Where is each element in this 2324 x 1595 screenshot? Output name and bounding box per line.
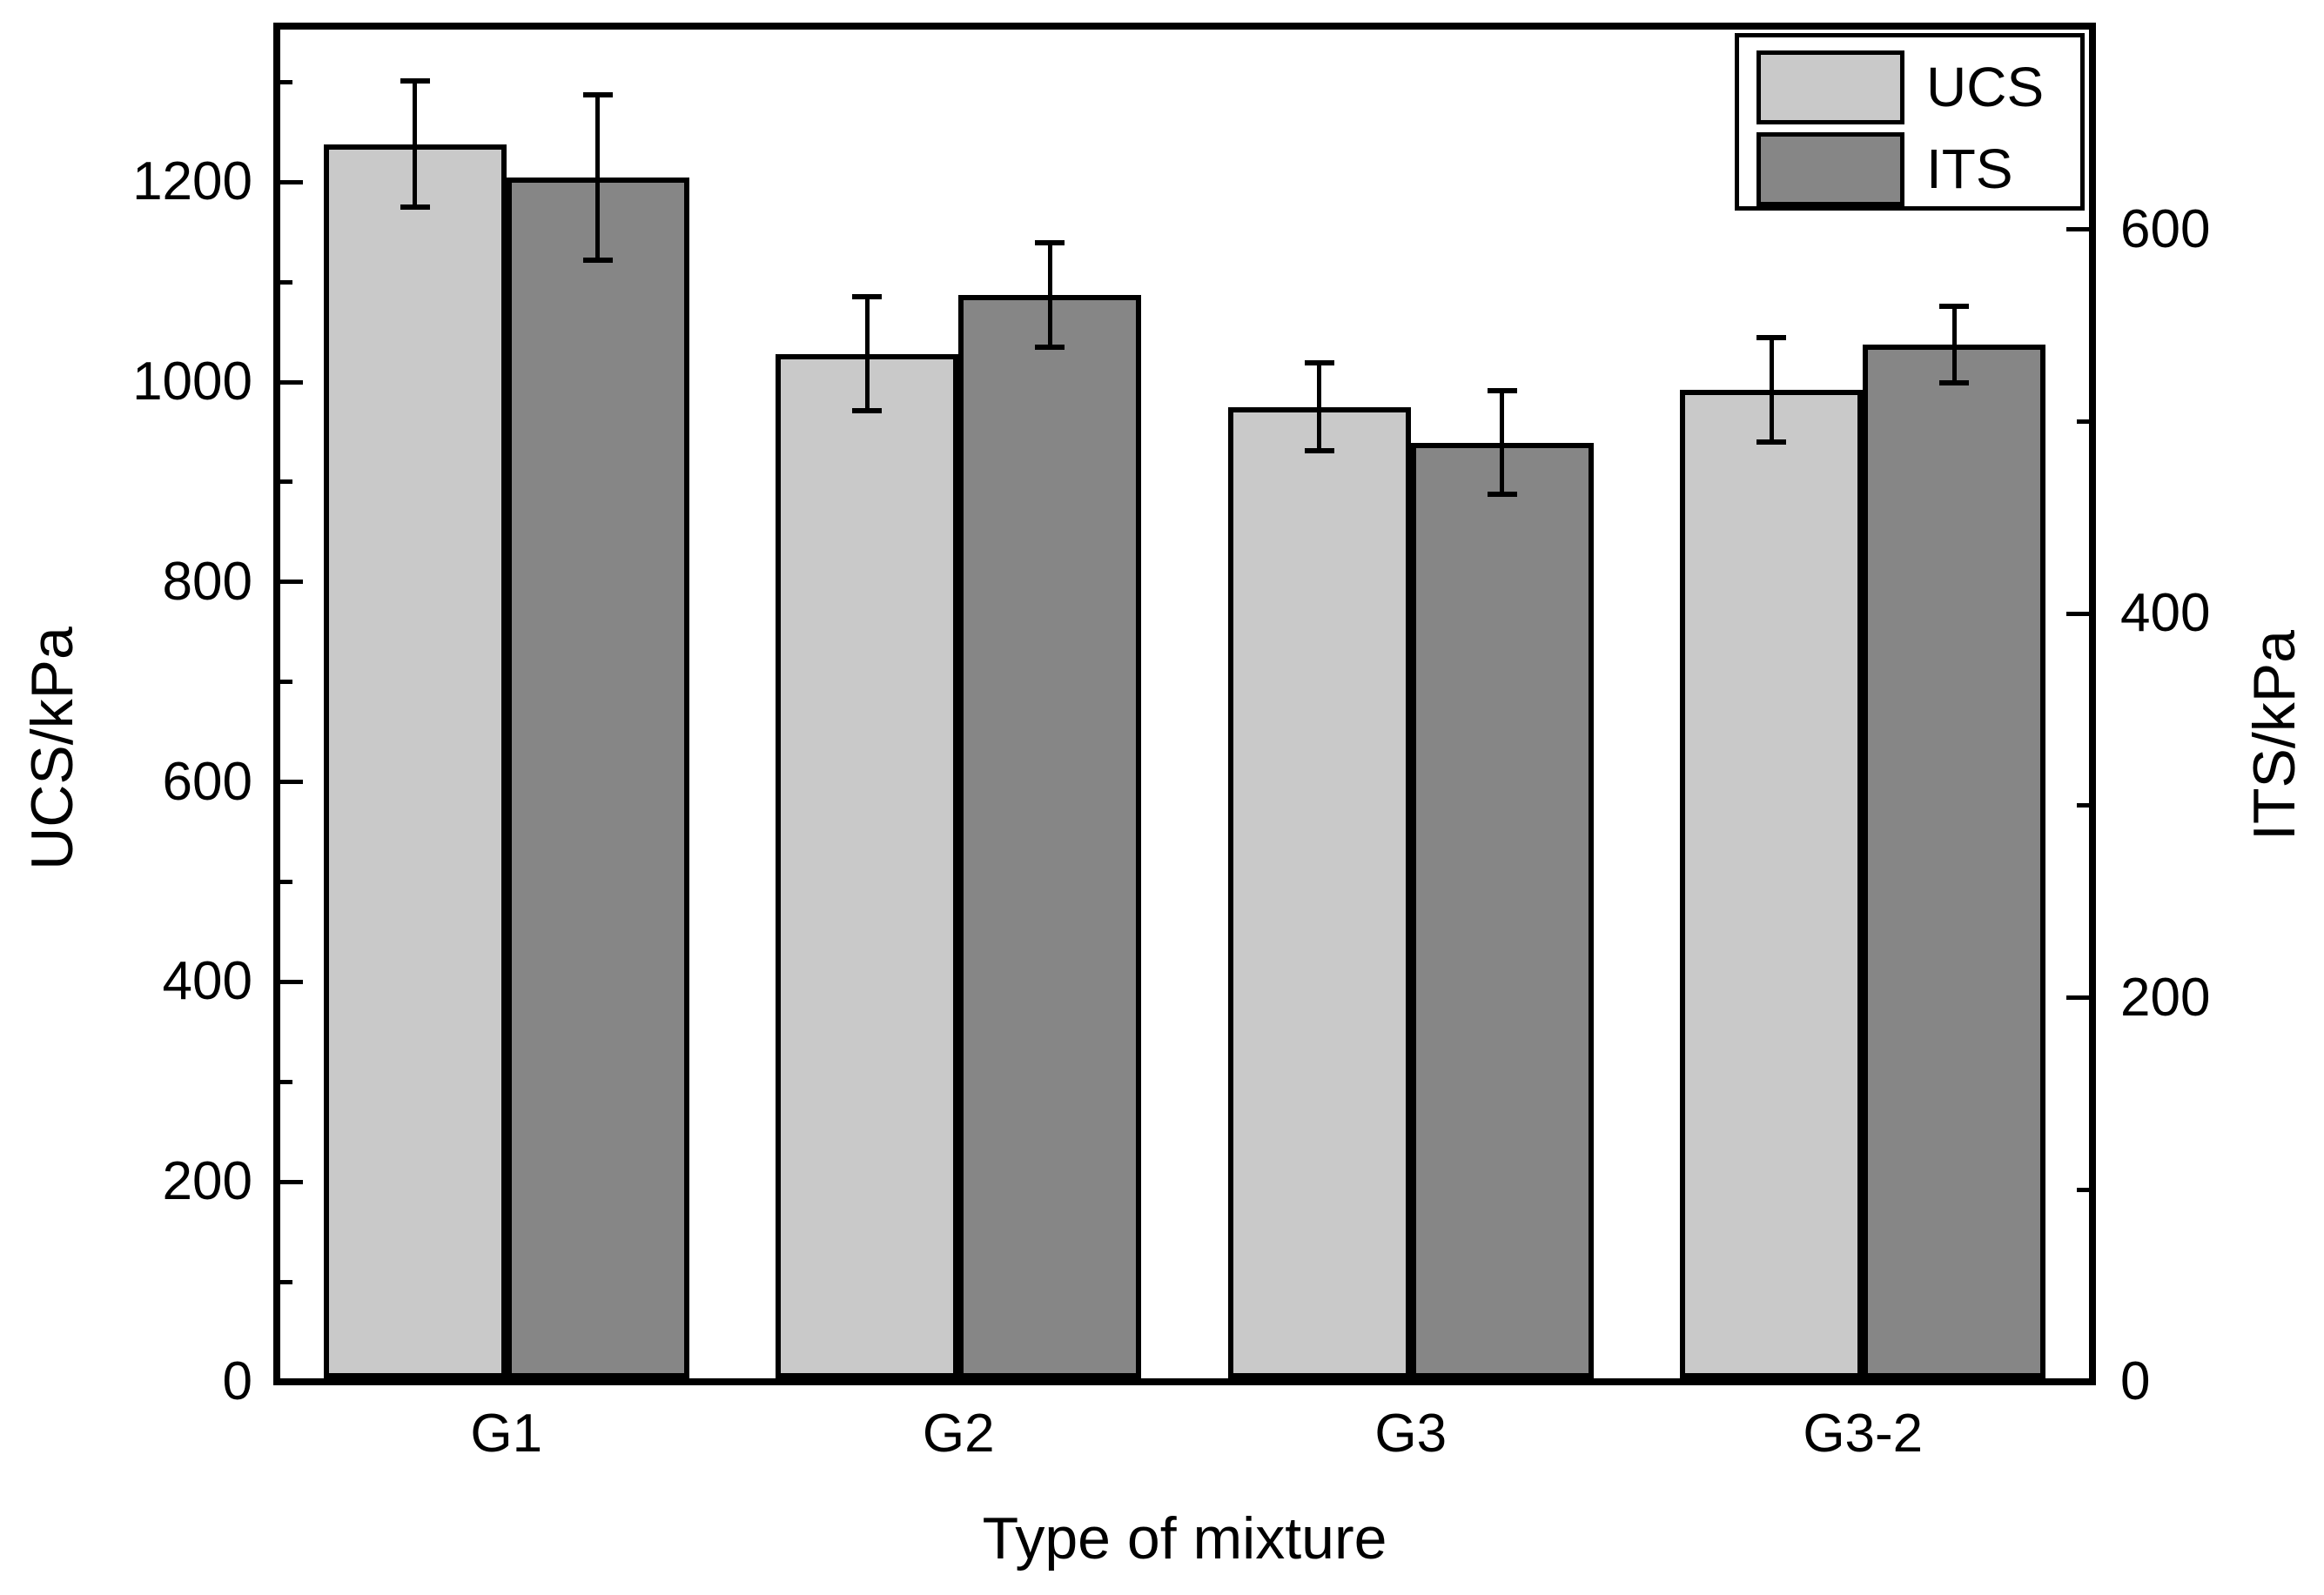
x-tick-label: G1 [470,1404,543,1464]
error-bar-cap-bottom [1304,448,1334,454]
error-bar-line [1317,363,1322,452]
x-tick-label: G2 [922,1404,995,1464]
error-bar-cap-top [1304,360,1334,366]
y-right-minor-tick [2077,1187,2089,1192]
y-right-major-tick [2066,1379,2089,1384]
y-left-major-tick [280,179,303,184]
y-right-minor-tick [2077,803,2089,808]
y-left-minor-tick [280,279,292,285]
y-axis-title-left: UCS/kPa [19,627,85,870]
x-axis-title: Type of mixture [982,1505,1387,1572]
y-axis-title-right: ITS/kPa [2241,630,2307,841]
y-left-major-tick [280,780,303,785]
bar-its-g1 [506,178,689,1378]
y-right-major-tick [2066,227,2089,232]
y-left-minor-tick [280,479,292,485]
y-left-major-tick [280,979,303,984]
error-bar-cap-top [1756,335,1787,341]
legend-swatch-its [1756,132,1904,206]
legend: UCS ITS [1735,33,2085,211]
y-left-tick-label: 600 [162,751,252,812]
error-bar-cap-bottom [1035,344,1065,350]
error-bar-cap-top [1487,388,1517,394]
error-bar-cap-top [582,92,613,98]
y-left-minor-tick [280,1079,292,1084]
bar-ucs-g3 [1227,406,1411,1378]
error-bar-cap-bottom [400,204,430,210]
y-right-tick-label: 200 [2120,967,2211,1028]
error-bar-cap-bottom [1939,380,1970,386]
legend-label-ucs: UCS [1926,56,2045,118]
error-bar-cap-bottom [1756,439,1787,445]
y-left-tick-label: 1200 [132,151,252,212]
y-left-tick-label: 800 [162,551,252,612]
legend-swatch-ucs [1756,50,1904,124]
y-left-major-tick [280,379,303,385]
y-right-minor-tick [2077,419,2089,425]
bar-ucs-g1 [323,144,507,1378]
bar-ucs-g3-2 [1680,390,1864,1378]
x-tick-label: G3 [1374,1404,1447,1464]
y-left-tick-label: 400 [162,951,252,1012]
error-bar-cap-top [1035,240,1065,246]
y-left-major-tick [280,1179,303,1184]
error-bar-cap-bottom [582,258,613,264]
bar-its-g2 [958,294,1142,1378]
error-bar-line [413,81,418,207]
y-right-major-tick [2066,611,2089,616]
y-left-minor-tick [280,680,292,685]
error-bar-cap-top [1939,304,1970,310]
y-right-tick-label: 0 [2120,1351,2151,1411]
y-right-tick-label: 400 [2120,583,2211,644]
bar-ucs-g2 [776,353,959,1378]
y-left-minor-tick [280,880,292,885]
bar-its-g3 [1410,442,1594,1378]
error-bar-line [1047,243,1052,347]
error-bar-cap-bottom [852,408,883,414]
error-bar-line [595,95,601,261]
y-left-minor-tick [280,1279,292,1284]
error-bar-cap-top [852,294,883,300]
y-right-tick-label: 600 [2120,198,2211,259]
error-bar-line [1951,306,1957,384]
y-right-major-tick [2066,995,2089,1001]
legend-label-its: ITS [1926,137,2013,200]
error-bar-cap-bottom [1487,492,1517,498]
error-bar-cap-top [400,78,430,84]
error-bar-line [1500,391,1505,495]
y-left-tick-label: 1000 [132,352,252,412]
y-left-major-tick [280,580,303,585]
error-bar-line [1769,338,1774,442]
x-tick-label: G3-2 [1803,1404,1924,1464]
y-left-minor-tick [280,79,292,84]
y-left-major-tick [280,1379,303,1384]
y-left-tick-label: 0 [222,1351,252,1411]
error-bar-line [864,297,870,412]
bar-its-g3-2 [1863,345,2046,1378]
y-left-tick-label: 200 [162,1151,252,1212]
